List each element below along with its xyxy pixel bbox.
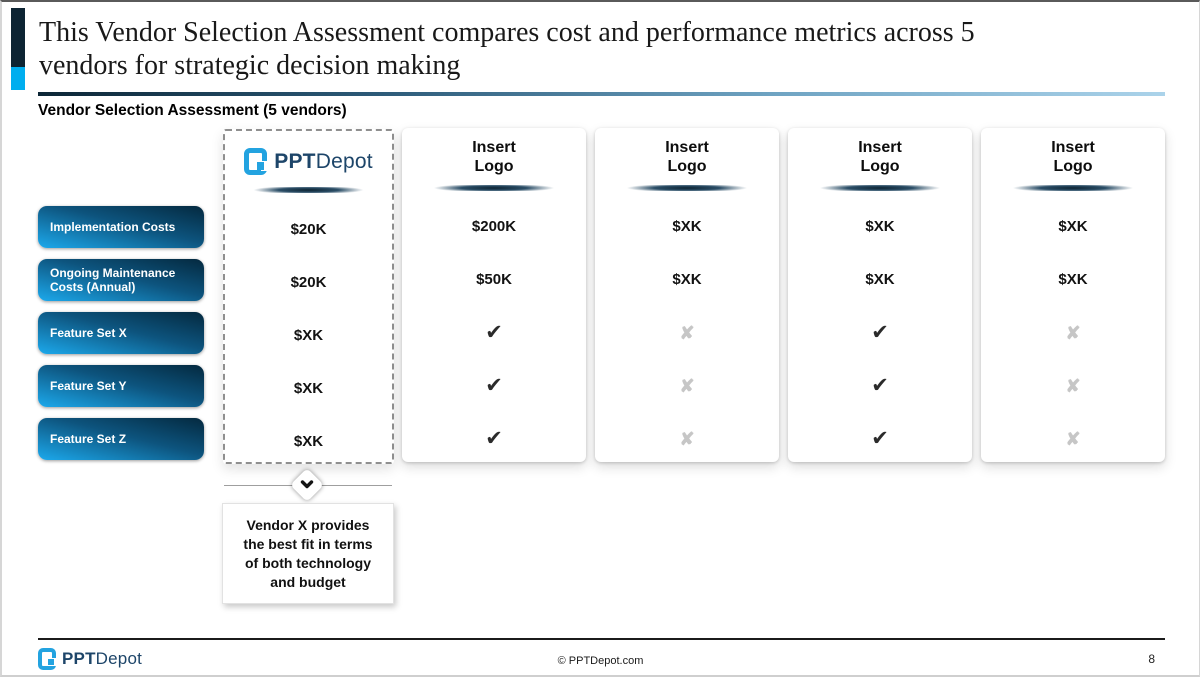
pptdepot-logo-text: PPTDepot bbox=[274, 150, 373, 174]
check-icon: ✔ bbox=[871, 374, 889, 397]
cross-icon: ✘ bbox=[679, 376, 695, 396]
vendor-card-3: Insert Logo $XK $XK ✘ ✘ ✘ bbox=[595, 128, 779, 462]
check-icon: ✔ bbox=[485, 321, 503, 344]
pptdepot-logo-icon bbox=[38, 648, 57, 670]
metric-label-text: Feature Set Z bbox=[50, 432, 127, 446]
callout-text-line: and budget bbox=[270, 573, 346, 590]
cross-icon: ✘ bbox=[679, 429, 695, 449]
title-underline-gradient bbox=[38, 92, 1165, 96]
check-icon: ✔ bbox=[871, 427, 889, 450]
callout-text-line: the best fit in terms bbox=[243, 535, 373, 552]
title-accent-square bbox=[11, 67, 25, 90]
cell-value: $XK bbox=[1058, 271, 1088, 288]
chevron-down-icon bbox=[300, 480, 314, 489]
cell-value: $200K bbox=[471, 218, 517, 235]
cell-value: $20K bbox=[290, 221, 327, 238]
cell-value: $XK bbox=[293, 380, 324, 397]
metric-label-text: Ongoing Maintenance Costs (Annual) bbox=[50, 266, 176, 294]
callout-text-line: of both technology bbox=[245, 554, 371, 571]
cell-value: $50K bbox=[476, 271, 512, 288]
pptdepot-logo: PPTDepot bbox=[225, 148, 392, 175]
brand-bold-text: PPT bbox=[62, 649, 96, 668]
check-icon: ✔ bbox=[485, 374, 503, 397]
check-icon: ✔ bbox=[485, 427, 503, 450]
insert-logo-placeholder: Insert Logo bbox=[858, 139, 902, 175]
vendor-card-pptdepot: PPTDepot $20K $20K $XK $XK $XK bbox=[223, 129, 394, 464]
insert-logo-placeholder: Insert Logo bbox=[665, 139, 709, 175]
logo-divider bbox=[804, 185, 956, 191]
title-accent-bar bbox=[11, 8, 25, 67]
metric-label-text: Implementation Costs bbox=[50, 220, 176, 234]
pptdepot-logo-icon bbox=[244, 148, 269, 175]
logo-divider bbox=[240, 187, 377, 193]
cell-value: $XK bbox=[1058, 218, 1088, 235]
metric-label-implementation-costs: Implementation Costs bbox=[38, 206, 204, 248]
metric-label-text: Feature Set X bbox=[50, 326, 127, 340]
brand-bold-text: PPT bbox=[274, 149, 316, 173]
check-icon: ✔ bbox=[871, 321, 889, 344]
cross-icon: ✘ bbox=[679, 323, 695, 343]
cross-icon: ✘ bbox=[1065, 376, 1081, 396]
callout-text-line: Vendor X provides bbox=[246, 516, 370, 533]
vendor-card-2: Insert Logo $200K $50K ✔ ✔ ✔ bbox=[402, 128, 586, 462]
cross-icon: ✘ bbox=[1065, 323, 1081, 343]
page-title-line1: This Vendor Selection Assessment compare… bbox=[39, 17, 975, 48]
metric-label-ongoing-maintenance: Ongoing Maintenance Costs (Annual) bbox=[38, 259, 204, 301]
vendor-card-4: Insert Logo $XK $XK ✔ ✔ ✔ bbox=[788, 128, 972, 462]
logo-divider bbox=[418, 185, 570, 191]
page-title-line2: vendors for strategic decision making bbox=[39, 50, 461, 81]
footer-brand-logo: PPTDepot bbox=[38, 648, 142, 670]
cell-value: $XK bbox=[865, 271, 895, 288]
cell-value: $20K bbox=[290, 274, 327, 291]
footer-rule bbox=[38, 638, 1165, 640]
cell-value: $XK bbox=[293, 327, 324, 344]
cross-icon: ✘ bbox=[1065, 429, 1081, 449]
page-number: 8 bbox=[1148, 652, 1155, 666]
insert-logo-placeholder: Insert Logo bbox=[472, 139, 516, 175]
callout-diamond bbox=[290, 468, 324, 502]
cell-value: $XK bbox=[672, 271, 702, 288]
callout-box: Vendor X provides the best fit in terms … bbox=[222, 503, 394, 604]
page-title: This Vendor Selection Assessment compare… bbox=[39, 16, 1179, 82]
metric-label-feature-set-x: Feature Set X bbox=[38, 312, 204, 354]
logo-divider bbox=[611, 185, 763, 191]
metric-label-text: Feature Set Y bbox=[50, 379, 127, 393]
brand-regular-text: Depot bbox=[95, 649, 143, 668]
brand-regular-text: Depot bbox=[315, 149, 373, 173]
insert-logo-placeholder: Insert Logo bbox=[1051, 139, 1095, 175]
metric-label-feature-set-y: Feature Set Y bbox=[38, 365, 204, 407]
footer-copyright: © PPTDepot.com bbox=[557, 655, 644, 667]
cell-value: $XK bbox=[672, 218, 702, 235]
pptdepot-logo-text: PPTDepot bbox=[62, 649, 142, 669]
section-subtitle: Vendor Selection Assessment (5 vendors) bbox=[38, 102, 347, 119]
logo-divider bbox=[997, 185, 1149, 191]
cell-value: $XK bbox=[865, 218, 895, 235]
metric-label-feature-set-z: Feature Set Z bbox=[38, 418, 204, 460]
vendor-card-5: Insert Logo $XK $XK ✘ ✘ ✘ bbox=[981, 128, 1165, 462]
cell-value: $XK bbox=[293, 433, 324, 450]
